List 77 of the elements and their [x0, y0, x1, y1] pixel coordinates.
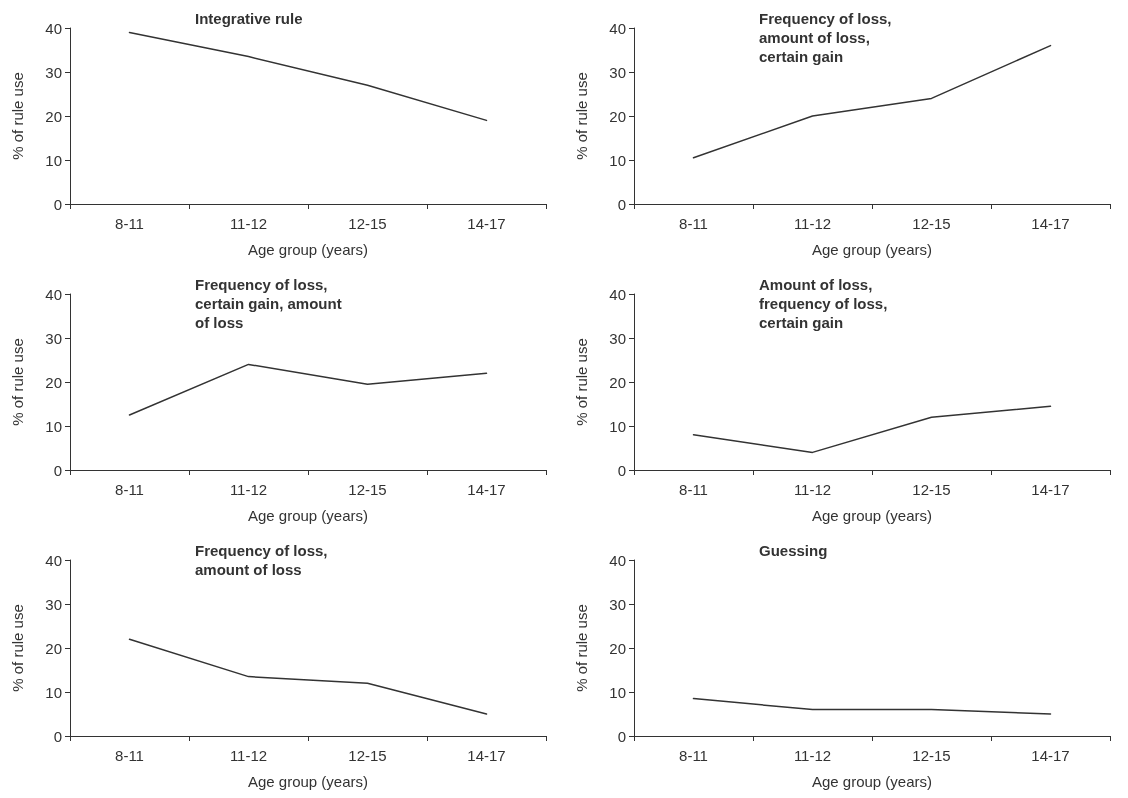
y-tick-label: 0 [53, 727, 62, 745]
x-tick-label: 12-15 [348, 215, 387, 232]
y-tick-label: 40 [45, 19, 62, 37]
chart-title: Amount of loss, frequency of loss, certain gain [759, 276, 892, 331]
line-series [128, 638, 488, 715]
x-tick-label: 14-17 [467, 215, 506, 232]
y-tick-label: 30 [45, 595, 62, 613]
y-tick-label: 20 [45, 639, 62, 657]
y-tick-label: 10 [45, 417, 62, 435]
chart-title: Integrative rule [195, 10, 303, 27]
line-series [692, 44, 1052, 159]
y-tick-label: 10 [45, 151, 62, 169]
x-tick-label: 12-15 [348, 481, 387, 498]
y-tick-label: 30 [45, 63, 62, 81]
x-tick-label: 11-12 [229, 215, 268, 232]
x-tick-label: 8-11 [115, 481, 144, 498]
y-tick-label: 20 [609, 373, 626, 391]
y-tick-label: 30 [45, 329, 62, 347]
x-axis-title: Age group (years) [811, 773, 933, 790]
x-tick-label: 8-11 [679, 481, 708, 498]
y-tick-label: 10 [45, 683, 62, 701]
y-axis-title: % of rule use [573, 604, 590, 692]
y-tick-label: 20 [45, 373, 62, 391]
line-series [128, 31, 488, 122]
x-axis-title: Age group (years) [811, 241, 933, 258]
y-tick-label: 10 [609, 683, 626, 701]
y-tick-label: 0 [617, 727, 626, 745]
y-tick-label: 20 [609, 639, 626, 657]
y-tick-label: 0 [53, 461, 62, 479]
chart-title: Guessing [759, 542, 828, 559]
y-axis-title: % of rule use [9, 338, 26, 426]
y-tick-label: 40 [45, 285, 62, 303]
y-tick-label: 10 [609, 417, 626, 435]
x-tick-label: 14-17 [1031, 747, 1070, 764]
chart-title: Frequency of loss, amount of loss, certain gain [759, 10, 896, 65]
y-tick-label: 0 [617, 461, 626, 479]
y-tick-label: 40 [609, 551, 626, 569]
x-tick-label: 12-15 [348, 747, 387, 764]
x-tick-label: 8-11 [679, 747, 708, 764]
x-axis-title: Age group (years) [247, 507, 369, 524]
x-tick-label: 11-12 [229, 747, 268, 764]
y-tick-label: 0 [617, 195, 626, 213]
x-tick-label: 8-11 [679, 215, 708, 232]
x-tick-label: 14-17 [467, 481, 506, 498]
y-tick-label: 20 [45, 107, 62, 125]
y-tick-label: 10 [609, 151, 626, 169]
y-tick-label: 40 [45, 551, 62, 569]
y-tick-label: 30 [609, 329, 626, 347]
y-axis-title: % of rule use [9, 72, 26, 160]
x-tick-label: 12-15 [912, 215, 951, 232]
y-axis-title: % of rule use [573, 72, 590, 160]
x-axis-title: Age group (years) [811, 507, 933, 524]
y-tick-label: 40 [609, 285, 626, 303]
x-tick-label: 14-17 [1031, 215, 1070, 232]
y-tick-label: 30 [609, 63, 626, 81]
x-tick-label: 14-17 [1031, 481, 1070, 498]
y-axis-title: % of rule use [573, 338, 590, 426]
x-tick-label: 12-15 [912, 747, 951, 764]
chart-title: Frequency of loss, amount of loss [195, 542, 332, 578]
x-tick-label: 14-17 [467, 747, 506, 764]
x-tick-label: 8-11 [115, 747, 144, 764]
x-tick-label: 11-12 [793, 481, 832, 498]
line-series [128, 363, 488, 416]
y-axis-title: % of rule use [9, 604, 26, 692]
y-tick-label: 40 [609, 19, 626, 37]
x-axis-title: Age group (years) [247, 241, 369, 258]
x-tick-label: 8-11 [115, 215, 144, 232]
x-tick-label: 12-15 [912, 481, 951, 498]
y-tick-label: 30 [609, 595, 626, 613]
y-tick-label: 0 [53, 195, 62, 213]
x-tick-label: 11-12 [793, 747, 832, 764]
line-series [692, 405, 1052, 454]
x-tick-label: 11-12 [229, 481, 268, 498]
y-tick-label: 20 [609, 107, 626, 125]
x-tick-label: 11-12 [793, 215, 832, 232]
chart-title: Frequency of loss, certain gain, amount of loss [195, 276, 346, 331]
x-axis-title: Age group (years) [247, 773, 369, 790]
